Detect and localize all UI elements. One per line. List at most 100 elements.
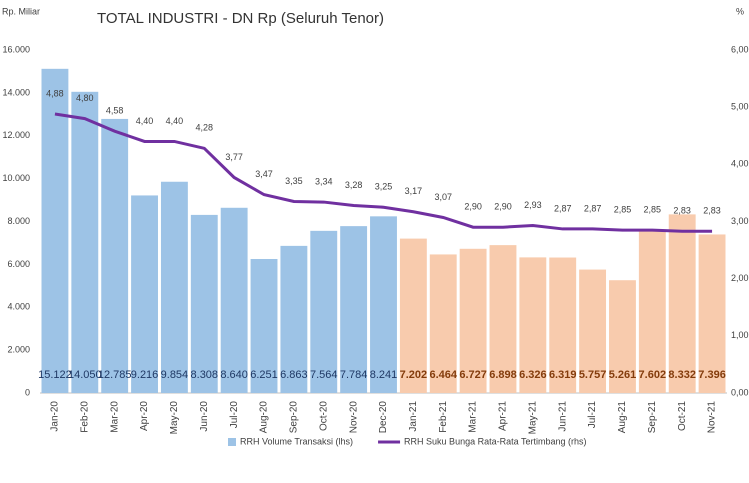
- x-tick-label: Jun-20: [199, 401, 210, 432]
- x-tick-label: Jul-20: [229, 401, 240, 429]
- line-value-label: 2,90: [464, 202, 482, 212]
- bar-value-label: 15.122: [38, 369, 72, 381]
- bar-value-label: 8.332: [668, 369, 696, 381]
- legend-label: RRH Suku Bunga Rata-Rata Tertimbang (rhs…: [404, 436, 586, 446]
- legend-swatch: [228, 438, 236, 446]
- bar: [638, 230, 666, 393]
- bar-value-label: 7.202: [400, 369, 428, 381]
- legend-label: RRH Volume Transaksi (lhs): [240, 436, 353, 446]
- line-value-label: 3,07: [434, 192, 452, 202]
- bar-value-label: 6.464: [429, 369, 457, 381]
- y-axis-label: Rp. Miliar: [2, 6, 40, 16]
- line-value-label: 3,17: [405, 186, 423, 196]
- bar: [549, 257, 577, 393]
- chart-title: TOTAL INDUSTRI - DN Rp (Seluruh Tenor): [97, 10, 384, 27]
- x-tick-label: May-20: [169, 401, 180, 435]
- bar: [609, 280, 636, 393]
- bar-value-label: 7.564: [310, 369, 338, 381]
- line-value-label: 2,87: [584, 203, 602, 213]
- y-tick-label: 10.000: [2, 173, 30, 183]
- line-value-label: 3,28: [345, 180, 363, 190]
- bar: [519, 257, 547, 393]
- x-tick-label: Mar-21: [468, 401, 479, 433]
- bar-value-label: 7.396: [698, 369, 726, 381]
- bar-value-label: 5.261: [609, 369, 637, 381]
- x-tick-label: Sep-20: [289, 401, 300, 434]
- x-tick-label: Feb-21: [438, 401, 449, 433]
- bar: [399, 238, 427, 393]
- bar: [41, 68, 69, 393]
- bar-value-label: 12.785: [98, 369, 132, 381]
- bar-value-label: 9.854: [161, 369, 189, 381]
- x-tick-label: Feb-20: [79, 401, 90, 433]
- line-value-label: 2,85: [644, 204, 662, 214]
- x-tick-label: Apr-21: [498, 401, 509, 431]
- bar-value-label: 6.863: [280, 369, 308, 381]
- line-value-label: 2,90: [494, 202, 512, 212]
- x-tick-label: Aug-21: [617, 401, 628, 434]
- bar: [429, 254, 457, 393]
- bar-value-label: 8.308: [191, 369, 219, 381]
- y-tick-label: 16.000: [2, 44, 30, 54]
- bar-value-label: 6.898: [489, 369, 517, 381]
- line-value-label: 2,93: [524, 200, 542, 210]
- bar: [250, 258, 278, 393]
- x-tick-label: Jun-21: [557, 401, 568, 432]
- y-tick-label: 12.000: [2, 130, 30, 140]
- bar: [698, 234, 726, 393]
- bar: [459, 248, 487, 393]
- line-value-label: 3,25: [375, 182, 393, 192]
- line-value-label: 2,87: [554, 203, 572, 213]
- bar: [370, 216, 397, 393]
- line-value-label: 3,35: [285, 176, 303, 186]
- bar-value-label: 5.757: [579, 369, 607, 381]
- x-tick-label: Jan-21: [408, 401, 419, 432]
- bar-value-label: 7.602: [639, 369, 667, 381]
- x-tick-label: Oct-21: [677, 401, 688, 431]
- y2-tick-label: 5,00: [731, 102, 749, 112]
- line-value-label: 3,47: [255, 169, 273, 179]
- y-tick-label: 6.000: [7, 259, 30, 269]
- line-value-label: 3,77: [225, 152, 243, 162]
- bar: [310, 230, 338, 393]
- y-tick-label: 2.000: [7, 345, 30, 355]
- line-value-label: 4,88: [46, 88, 64, 98]
- bar-value-label: 6.727: [459, 369, 487, 381]
- line-value-label: 3,34: [315, 176, 333, 186]
- bar-value-label: 6.319: [549, 369, 577, 381]
- x-tick-label: Nov-21: [707, 401, 718, 434]
- x-tick-label: Jul-21: [587, 401, 598, 429]
- y-tick-label: 0: [25, 387, 30, 397]
- bar: [579, 269, 607, 393]
- line-value-label: 4,80: [76, 93, 94, 103]
- bar: [160, 181, 188, 393]
- line-value-label: 2,83: [673, 206, 691, 216]
- x-tick-label: May-21: [527, 401, 538, 435]
- y-tick-label: 4.000: [7, 302, 30, 312]
- y2-tick-label: 1,00: [731, 330, 749, 340]
- bar: [101, 118, 129, 393]
- bar: [668, 214, 696, 393]
- bar: [489, 245, 517, 393]
- bar-value-label: 9.216: [131, 369, 159, 381]
- bar-value-label: 8.640: [220, 369, 248, 381]
- line-value-label: 4,40: [136, 116, 154, 126]
- line-value-label: 4,40: [166, 116, 184, 126]
- line-value-label: 2,83: [703, 206, 721, 216]
- x-tick-label: Apr-20: [139, 401, 150, 431]
- y2-tick-label: 4,00: [731, 159, 749, 169]
- y2-axis-label: %: [736, 6, 744, 16]
- bar: [220, 207, 248, 393]
- bar-value-label: 6.326: [519, 369, 547, 381]
- bar: [71, 91, 99, 393]
- line: [54, 112, 713, 233]
- bar: [131, 195, 158, 393]
- bar-value-label: 14.050: [68, 369, 102, 381]
- y2-tick-label: 0,00: [731, 387, 749, 397]
- y2-tick-label: 6,00: [731, 44, 749, 54]
- bar-value-label: 8.241: [370, 369, 398, 381]
- bar: [340, 226, 368, 393]
- x-tick-label: Jan-20: [50, 401, 61, 432]
- line-value-label: 4,58: [106, 106, 124, 116]
